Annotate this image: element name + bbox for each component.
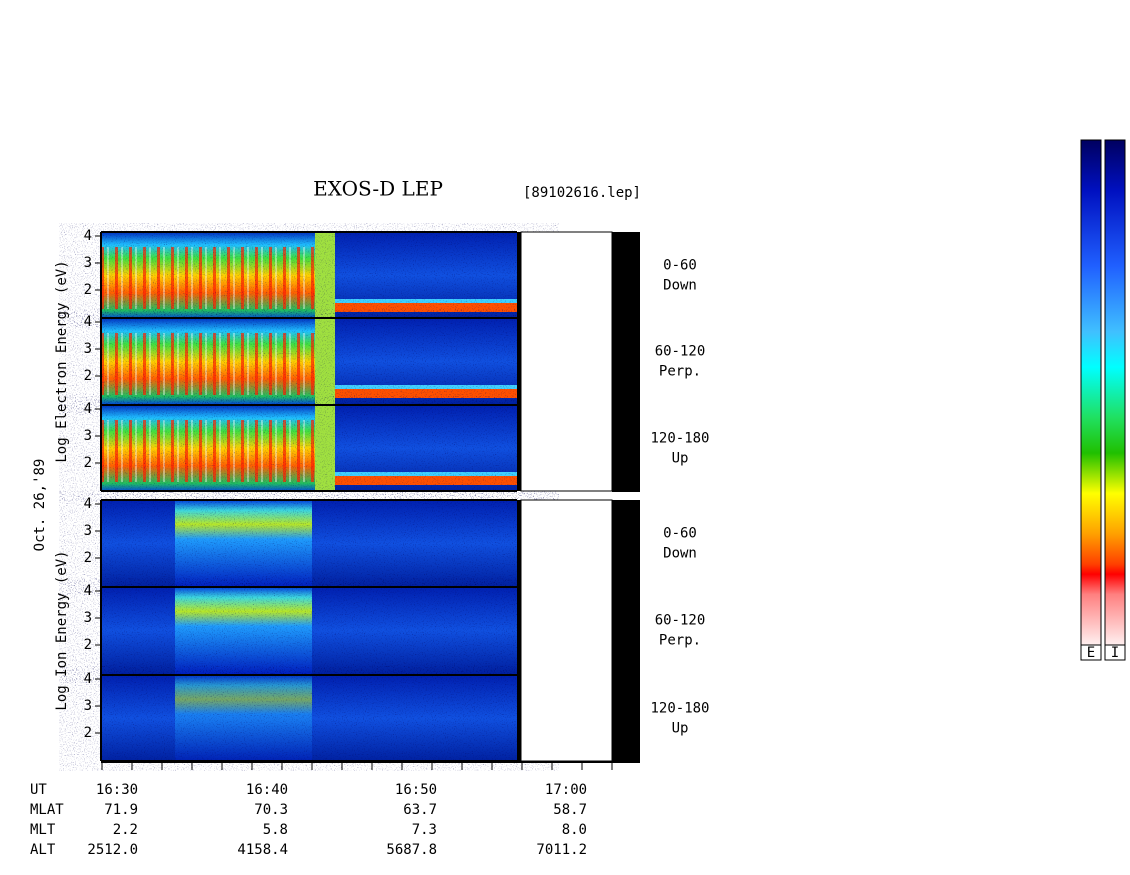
- angle-label: 0-60: [663, 526, 697, 542]
- direction-label: Perp.: [659, 633, 701, 649]
- row-value: 8.0: [562, 822, 587, 838]
- row-value: 2.2: [113, 822, 138, 838]
- row-value: 63.7: [403, 802, 437, 818]
- row-value: 70.3: [254, 802, 288, 818]
- direction-label: Up: [672, 451, 689, 467]
- angle-label: 0-60: [663, 258, 697, 274]
- row-value: 7.3: [412, 822, 437, 838]
- y-tick-label: 2: [84, 455, 92, 471]
- y-tick-label: 3: [84, 523, 92, 539]
- no-data: [520, 499, 613, 762]
- y-tick-label: 2: [84, 282, 92, 298]
- row-value: 17:00: [545, 782, 587, 798]
- colorbar-label: E: [1087, 645, 1095, 661]
- direction-label: Down: [663, 278, 697, 294]
- direction-label: Perp.: [659, 364, 701, 380]
- row-name: MLT: [30, 822, 56, 838]
- y-tick-label: 2: [84, 725, 92, 741]
- y-axis-label: Log Electron Energy (eV): [54, 260, 70, 462]
- y-tick-label: 3: [84, 428, 92, 444]
- y-tick-label: 3: [84, 610, 92, 626]
- y-tick-label: 4: [84, 228, 92, 244]
- no-data: [520, 231, 613, 492]
- y-tick-label: 4: [84, 496, 92, 512]
- row-value: 7011.2: [536, 842, 587, 858]
- row-value: 5687.8: [386, 842, 437, 858]
- speckle: [101, 232, 517, 319]
- y-tick-label: 4: [84, 314, 92, 330]
- y-tick-label: 2: [84, 550, 92, 566]
- speckle: [101, 587, 517, 674]
- data-end: [517, 232, 521, 491]
- row-name: MLAT: [30, 802, 64, 818]
- date: Oct. 26,'89: [32, 459, 48, 552]
- row-value: 58.7: [553, 802, 587, 818]
- row-name: UT: [30, 782, 47, 798]
- colorbar-label: I: [1111, 645, 1119, 661]
- y-tick-label: 4: [84, 401, 92, 417]
- y-tick-label: 3: [84, 255, 92, 271]
- row-value: 16:50: [395, 782, 437, 798]
- row-value: 71.9: [104, 802, 138, 818]
- no-data-black: [612, 500, 640, 762]
- angle-label: 60-120: [655, 613, 706, 629]
- colorbar-label-box: [1104, 644, 1126, 661]
- y-tick-label: 3: [84, 698, 92, 714]
- row-value: 16:30: [96, 782, 138, 798]
- y-tick-label: 4: [84, 583, 92, 599]
- angle-label: 60-120: [655, 344, 706, 360]
- direction-label: Down: [663, 546, 697, 562]
- y-tick-label: 2: [84, 637, 92, 653]
- row-value: 5.8: [263, 822, 288, 838]
- y-tick-label: 2: [84, 368, 92, 384]
- speckle: [101, 318, 517, 405]
- row-name: ALT: [30, 842, 56, 858]
- speckle: [101, 500, 517, 587]
- y-tick-label: 3: [84, 341, 92, 357]
- direction-label: Up: [672, 721, 689, 737]
- row-value: 4158.4: [237, 842, 288, 858]
- data-end: [517, 500, 521, 761]
- y-tick-label: 4: [84, 671, 92, 687]
- speckle: [101, 675, 517, 762]
- file-name: [89102616.lep]: [523, 185, 641, 201]
- colorbar-label-box: [1080, 644, 1102, 661]
- colorbar: [1080, 139, 1102, 646]
- row-value: 16:40: [246, 782, 288, 798]
- angle-label: 120-180: [650, 701, 709, 717]
- row-value: 2512.0: [87, 842, 138, 858]
- title: EXOS-D LEP: [313, 177, 443, 201]
- angle-label: 120-180: [650, 431, 709, 447]
- y-axis-label: Log Ion Energy (eV): [54, 550, 70, 710]
- speckle: [101, 405, 517, 492]
- no-data-black: [612, 232, 640, 492]
- colorbar: [1104, 139, 1126, 646]
